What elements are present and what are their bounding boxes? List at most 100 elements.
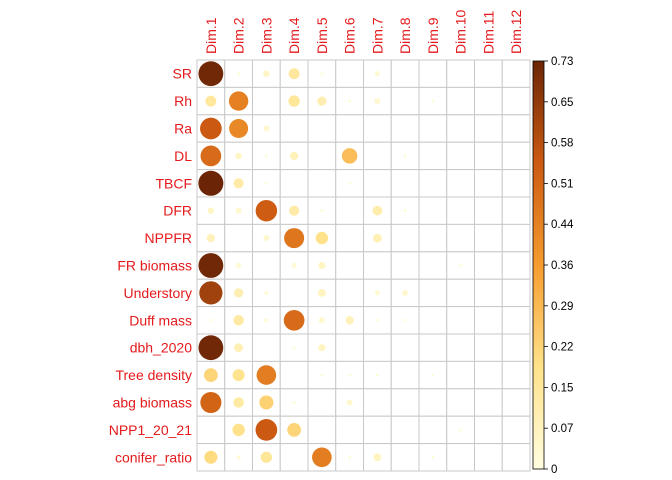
row-label: dbh_2020 <box>130 340 193 356</box>
grid-cell <box>418 306 448 335</box>
grid-cell <box>279 278 309 308</box>
grid-cell <box>390 59 420 88</box>
grid-cell <box>474 278 503 308</box>
grid-cell <box>279 360 309 390</box>
data-circle <box>264 318 269 323</box>
column-label: Dim.11 <box>480 10 496 54</box>
grid-cell <box>418 251 448 280</box>
colorbar-tick-label: 0.22 <box>551 342 573 354</box>
grid-cell <box>474 251 503 280</box>
colorbar <box>532 60 545 470</box>
plot-grid <box>196 59 531 472</box>
grid-cell <box>363 114 392 143</box>
grid-cell <box>501 59 531 88</box>
data-circle <box>292 401 296 404</box>
grid-cell <box>390 169 420 198</box>
grid-cell <box>418 59 448 88</box>
grid-cell <box>446 86 475 116</box>
grid-cell <box>501 306 531 335</box>
data-circle <box>200 117 222 140</box>
grid-cell <box>418 415 448 445</box>
data-circle <box>233 288 244 298</box>
data-circle <box>318 344 326 352</box>
grid-cell <box>501 278 531 308</box>
grid-cell <box>390 251 420 280</box>
data-circle <box>320 209 324 213</box>
data-circle <box>459 428 463 432</box>
grid-cell <box>501 360 531 390</box>
grid-cell <box>418 278 448 308</box>
grid-cell <box>474 59 503 88</box>
colorbar-tick-label: 0.29 <box>551 301 573 313</box>
column-label: Dim.5 <box>314 17 330 54</box>
grid-cell <box>390 388 420 417</box>
colorbar-tick-label: 0.73 <box>551 56 573 68</box>
colorbar-tick-label: 0.44 <box>551 219 574 231</box>
data-circle <box>199 281 223 305</box>
grid-cell <box>501 114 531 143</box>
data-circle <box>292 346 296 350</box>
grid-cell <box>335 415 364 445</box>
grid-cell <box>307 114 337 143</box>
data-circle <box>255 419 278 441</box>
data-circle <box>403 209 407 213</box>
data-circle <box>264 290 269 295</box>
row-label: DFR <box>163 203 192 219</box>
data-circle <box>204 450 218 464</box>
data-circle <box>348 181 352 185</box>
grid-cell <box>252 86 281 116</box>
data-circle <box>291 262 297 269</box>
data-circle <box>289 151 299 161</box>
data-circle <box>205 95 217 107</box>
data-circle <box>198 253 224 278</box>
grid-cell <box>446 141 475 171</box>
data-circle <box>402 289 409 296</box>
grid-cell <box>418 169 448 198</box>
data-circle <box>459 264 463 267</box>
grid-cell <box>474 114 503 143</box>
data-circle <box>318 261 326 270</box>
grid-cell <box>446 443 475 472</box>
grid-cell <box>335 278 364 308</box>
grid-cell <box>307 415 337 445</box>
data-circle <box>263 235 270 242</box>
grid-cell <box>390 114 420 143</box>
data-circle <box>346 399 353 406</box>
grid-cell <box>252 251 281 280</box>
data-circle <box>312 447 332 468</box>
data-circle <box>207 207 215 214</box>
row-label: Ra <box>174 121 192 137</box>
data-circle <box>255 199 278 222</box>
color-legend: 0.73 0.65 0.58 0.51 0.44 0.36 0.29 0.22 0.15 0.07… <box>532 56 574 476</box>
grid-cell <box>474 141 503 171</box>
data-circle <box>232 369 245 382</box>
grid-cell <box>279 114 309 143</box>
data-circle <box>198 170 224 196</box>
colorbar-tick-label: 0.15 <box>551 382 573 394</box>
grid-cell <box>418 333 448 362</box>
grid-cell <box>474 388 503 417</box>
column-label: Dim.10 <box>453 9 469 54</box>
data-circle <box>233 397 244 408</box>
data-circle <box>348 455 352 459</box>
data-circle <box>236 262 242 269</box>
data-circle <box>204 368 218 382</box>
data-circle <box>348 99 352 103</box>
grid-cell <box>446 360 475 390</box>
grid-cell <box>501 223 531 253</box>
row-label: Understory <box>124 285 192 301</box>
column-label: Dim.12 <box>508 9 524 54</box>
data-circle <box>284 228 305 249</box>
column-label: Dim.2 <box>231 17 247 54</box>
data-circle <box>200 391 222 414</box>
grid-cell <box>501 169 531 198</box>
grid-cell <box>446 169 475 198</box>
data-circle <box>228 91 249 111</box>
grid-cell <box>307 388 337 417</box>
grid-cell <box>501 388 531 417</box>
data-circle <box>318 289 326 297</box>
data-circle <box>233 178 244 189</box>
data-circle <box>235 207 242 214</box>
row-label: conifer_ratio <box>115 449 192 465</box>
